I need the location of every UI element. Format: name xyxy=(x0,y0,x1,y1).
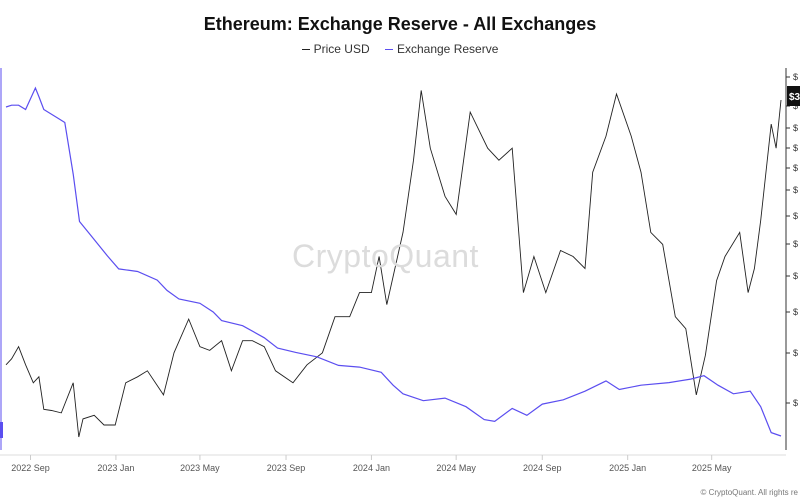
x-tick-label: 2022 Sep xyxy=(11,463,50,473)
watermark-logo: CryptoQuant xyxy=(292,238,479,274)
credit-text: © CryptoQuant. All rights re xyxy=(700,488,799,497)
x-axis-ticks: 2022 Sep 2023 Jan 2023 May 2023 Sep 2024 Jan… xyxy=(11,455,732,473)
y-tick-label: $ xyxy=(793,163,798,173)
right-axis-ticks: $$$$$$$$$$$$ xyxy=(786,72,798,408)
x-tick-label: 2023 Sep xyxy=(267,463,306,473)
left-value-marker xyxy=(0,422,3,438)
x-tick-label: 2024 Jan xyxy=(353,463,390,473)
current-price-badge: $3 xyxy=(789,92,800,103)
y-tick-label: $ xyxy=(793,398,798,408)
current-price-badge-bg xyxy=(787,86,800,106)
y-tick-label: $ xyxy=(793,239,798,249)
y-tick-label: $ xyxy=(793,211,798,221)
y-tick-label: $ xyxy=(793,307,798,317)
y-tick-label: $ xyxy=(793,271,798,281)
series-line-price[interactable] xyxy=(5,90,782,438)
x-tick-label: 2023 Jan xyxy=(97,463,134,473)
legend-swatch-price xyxy=(301,49,310,51)
y-tick-label: $ xyxy=(793,123,798,133)
legend-label-reserve: Exchange Reserve xyxy=(396,42,499,56)
x-tick-label: 2023 May xyxy=(180,463,220,473)
series-line-reserve[interactable] xyxy=(5,86,782,437)
y-tick-label: $ xyxy=(793,185,798,195)
legend-label-price: Price USD xyxy=(313,42,370,56)
y-tick-label: $ xyxy=(793,143,798,153)
x-tick-label: 2025 May xyxy=(692,463,732,473)
x-tick-label: 2024 Sep xyxy=(523,463,562,473)
chart-legend: Price USD Exchange Reserve xyxy=(0,42,800,56)
legend-item-reserve[interactable]: Exchange Reserve xyxy=(384,42,499,56)
legend-swatch-reserve xyxy=(384,49,393,51)
chart-title: Ethereum: Exchange Reserve - All Exchang… xyxy=(203,14,597,34)
legend-item-price[interactable]: Price USD xyxy=(301,42,370,56)
x-tick-label: 2025 Jan xyxy=(609,463,646,473)
y-tick-label: $ xyxy=(793,72,798,82)
y-tick-label: $ xyxy=(793,348,798,358)
x-tick-label: 2024 May xyxy=(436,463,476,473)
